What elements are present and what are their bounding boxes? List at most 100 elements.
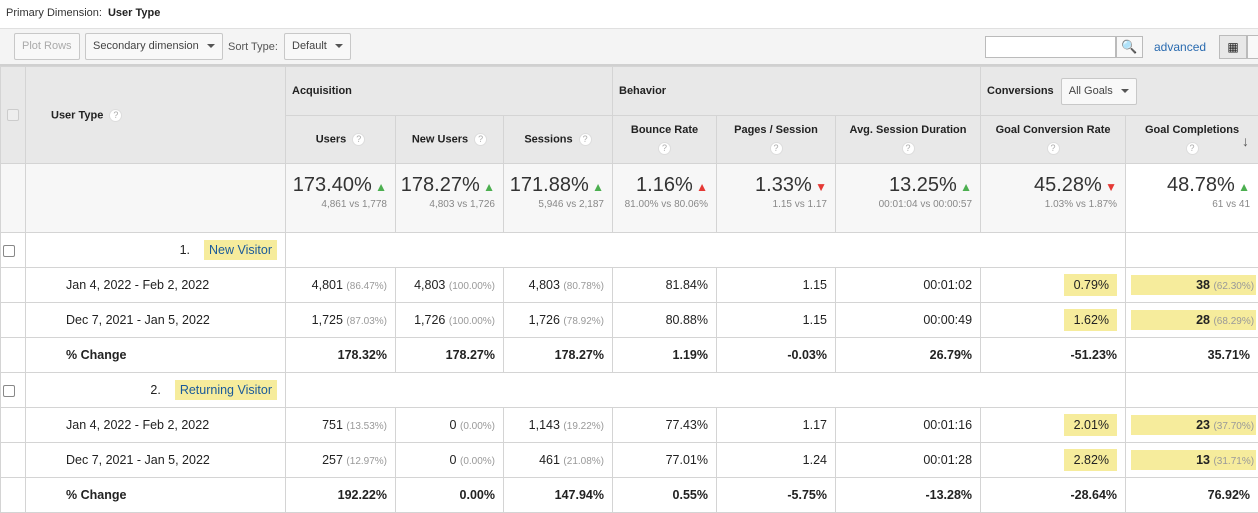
metric-cell: -5.75%	[716, 477, 836, 513]
conversions-group: Conversions All Goals	[980, 66, 1258, 116]
pie-view-icon[interactable]	[1247, 35, 1258, 59]
cell-percent: (21.08%)	[563, 456, 604, 467]
cell-value: 28	[1196, 313, 1210, 327]
metric-cell: 178.27%	[503, 337, 613, 373]
column-header[interactable]: New Users?	[395, 115, 504, 164]
row-blank	[284, 372, 1126, 408]
arrow-up-icon: ▲	[960, 180, 973, 194]
help-icon[interactable]: ?	[901, 142, 915, 155]
cell-percent: (78.92%)	[563, 316, 604, 327]
dimension-value-link[interactable]: Returning Visitor	[174, 380, 277, 400]
plot-rows-button[interactable]: Plot Rows	[14, 33, 80, 60]
row-label: % Change	[25, 477, 286, 513]
cell-value: 0.00%	[459, 488, 495, 502]
metric-cell: 178.27%	[395, 337, 504, 373]
cell-value: 81.84%	[665, 278, 708, 292]
sort-desc-icon[interactable]: ↓	[1242, 133, 1250, 149]
search-icon[interactable]: 🔍	[1116, 36, 1143, 58]
metric-cell: 0 (0.00%)	[395, 407, 504, 443]
help-icon[interactable]: ?	[352, 133, 366, 146]
metric-cell: 80.88%	[612, 302, 717, 338]
goals-dropdown[interactable]: All Goals	[1060, 77, 1137, 105]
acquisition-group: Acquisition	[285, 66, 613, 116]
row-blank	[0, 442, 26, 478]
cell-percent: (68.29%)	[1213, 316, 1255, 327]
cell-percent: (0.00%)	[459, 456, 495, 467]
sort-type-dropdown[interactable]: Default	[284, 33, 351, 60]
metric-cell: 1.62%	[980, 302, 1127, 338]
cell-value: 35.71%	[1207, 348, 1251, 362]
row-blank	[0, 302, 26, 338]
caret-down-icon	[334, 44, 343, 49]
metric-cell: 13 (31.71%)	[1125, 442, 1258, 478]
cell-value: 0.79%	[1073, 278, 1110, 292]
cell-value: 1,726	[414, 313, 446, 327]
cell-value: -5.75%	[787, 488, 827, 502]
help-icon[interactable]: ?	[109, 108, 123, 122]
advanced-link[interactable]: advanced	[1154, 40, 1207, 54]
column-header[interactable]: Users?	[285, 115, 396, 164]
help-icon[interactable]: ?	[1185, 142, 1199, 155]
help-icon[interactable]: ?	[658, 142, 671, 155]
metric-cell: 0.79%	[980, 267, 1127, 303]
cell-value: -13.28%	[925, 488, 973, 502]
arrow-down-icon: ▼	[815, 180, 827, 194]
column-header[interactable]: Goal Conversion Rate?	[980, 115, 1127, 164]
metric-cell: -51.23%	[980, 337, 1127, 373]
dimension-value-link[interactable]: New Visitor	[204, 240, 277, 260]
cell-percent: (62.30%)	[1213, 281, 1255, 292]
help-icon[interactable]: ?	[474, 133, 488, 146]
column-header[interactable]: Avg. Session Duration?	[834, 115, 982, 164]
checkbox-icon[interactable]	[3, 384, 15, 397]
help-icon[interactable]: ?	[769, 142, 783, 155]
cell-percent: (0.00%)	[459, 421, 495, 432]
row-label: % Change	[25, 337, 286, 373]
dimension-header[interactable]: User Type?	[25, 66, 286, 164]
summary-value: 1.33%	[755, 174, 812, 196]
metric-cell: 26.79%	[834, 337, 982, 373]
cell-value: 1.19%	[672, 348, 708, 362]
arrow-up-icon: ▲	[1238, 180, 1251, 194]
help-icon[interactable]: ?	[1046, 142, 1060, 155]
select-all-checkbox[interactable]	[0, 66, 26, 164]
cell-value: 00:01:16	[923, 418, 973, 432]
primary-dimension-value[interactable]: User Type	[107, 7, 161, 19]
report-table: User Type? Acquisition Behavior Conversi…	[0, 66, 1258, 513]
date-range-row: Dec 7, 2021 - Jan 5, 2022 1,725 (87.03%) 1…	[0, 302, 1258, 338]
primary-dimension: Primary Dimension: User Type	[0, 0, 1258, 29]
arrow-up-icon: ▲	[375, 180, 387, 194]
metric-cell: 751 (13.53%)	[285, 407, 396, 443]
help-icon[interactable]: ?	[578, 133, 592, 146]
metric-cell: 00:00:49	[834, 302, 982, 338]
cell-value: -0.03%	[787, 348, 827, 362]
search-input[interactable]	[985, 36, 1116, 58]
metric-cell: 23 (37.70%)	[1125, 407, 1258, 443]
cell-value: 0	[449, 453, 457, 467]
column-header[interactable]: Sessions?	[503, 115, 613, 164]
row-checkbox[interactable]	[0, 232, 26, 268]
summary-detail: 1.03% vs 1.87%	[1044, 199, 1118, 210]
row-label: Dec 7, 2021 - Jan 5, 2022	[25, 442, 286, 478]
cell-value: 0	[449, 418, 457, 432]
cell-percent: (100.00%)	[448, 316, 495, 327]
column-header[interactable]: Goal Completions? ↓	[1125, 115, 1258, 164]
checkbox-icon[interactable]	[3, 244, 15, 257]
checkbox-icon[interactable]	[7, 109, 19, 122]
summary-cell: 48.78% ▲ 61 vs 41	[1125, 163, 1258, 233]
toolbar: Plot Rows Secondary dimension Sort Type:…	[0, 29, 1258, 66]
column-header[interactable]: Pages / Session?	[716, 115, 836, 164]
cell-percent: (37.70%)	[1213, 421, 1255, 432]
cell-percent: (19.22%)	[563, 421, 604, 432]
column-header[interactable]: Bounce Rate?	[612, 115, 717, 164]
row-checkbox[interactable]	[0, 372, 26, 408]
row-blank	[284, 232, 1126, 268]
metric-cell: 77.01%	[612, 442, 717, 478]
row-index: 2.	[150, 383, 161, 397]
secondary-dimension-dropdown[interactable]: Secondary dimension	[85, 33, 223, 60]
cell-value: 2.82%	[1073, 453, 1110, 467]
cell-value: 147.94%	[554, 488, 604, 502]
summary-value: 173.40%	[292, 174, 372, 196]
table-view-icon[interactable]: ▦	[1219, 35, 1247, 59]
cell-value: 80.88%	[665, 313, 708, 327]
summary-detail: 5,946 vs 2,187	[538, 199, 604, 210]
